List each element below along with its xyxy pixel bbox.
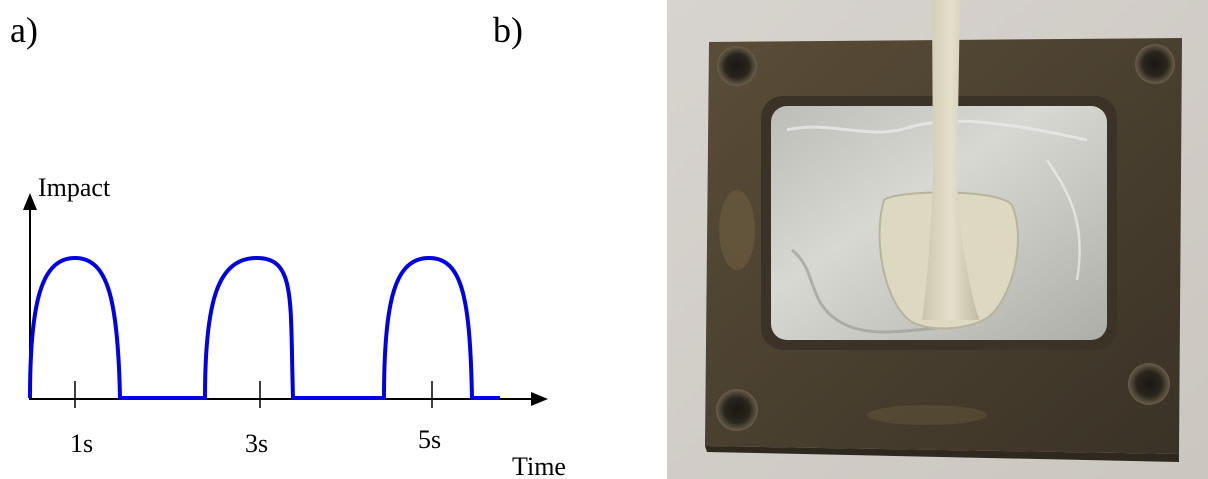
metal-texture [786, 119, 1088, 142]
bolt-hole-bottom-right [1128, 363, 1170, 405]
x-axis-label: Time [512, 452, 566, 479]
plate-edge [705, 446, 1179, 462]
y-axis-label: Impact [38, 173, 111, 202]
y-axis-arrowhead [23, 193, 37, 210]
x-axis-arrowhead [531, 392, 548, 406]
tick-label-1s: 1s [70, 429, 93, 458]
polymer-stem [922, 0, 979, 320]
impact-pulse-series [28, 256, 500, 400]
rust-spot [719, 190, 755, 270]
panel-label-b: b) [493, 10, 523, 50]
tick-label-3s: 3s [245, 429, 268, 458]
metal-texture [791, 248, 968, 334]
rust-spot [867, 405, 987, 425]
metal-texture [1045, 159, 1081, 281]
tick-label-5s: 5s [418, 425, 441, 454]
panel-label-a: a) [10, 10, 38, 50]
bolt-hole-bottom-left [716, 389, 758, 431]
impact-time-diagram: Impact Time 1s 3s 5s [23, 173, 566, 479]
bolt-hole-top-right [1135, 44, 1175, 84]
mold-photo [667, 0, 1208, 479]
bolt-hole-top-left [717, 46, 757, 86]
